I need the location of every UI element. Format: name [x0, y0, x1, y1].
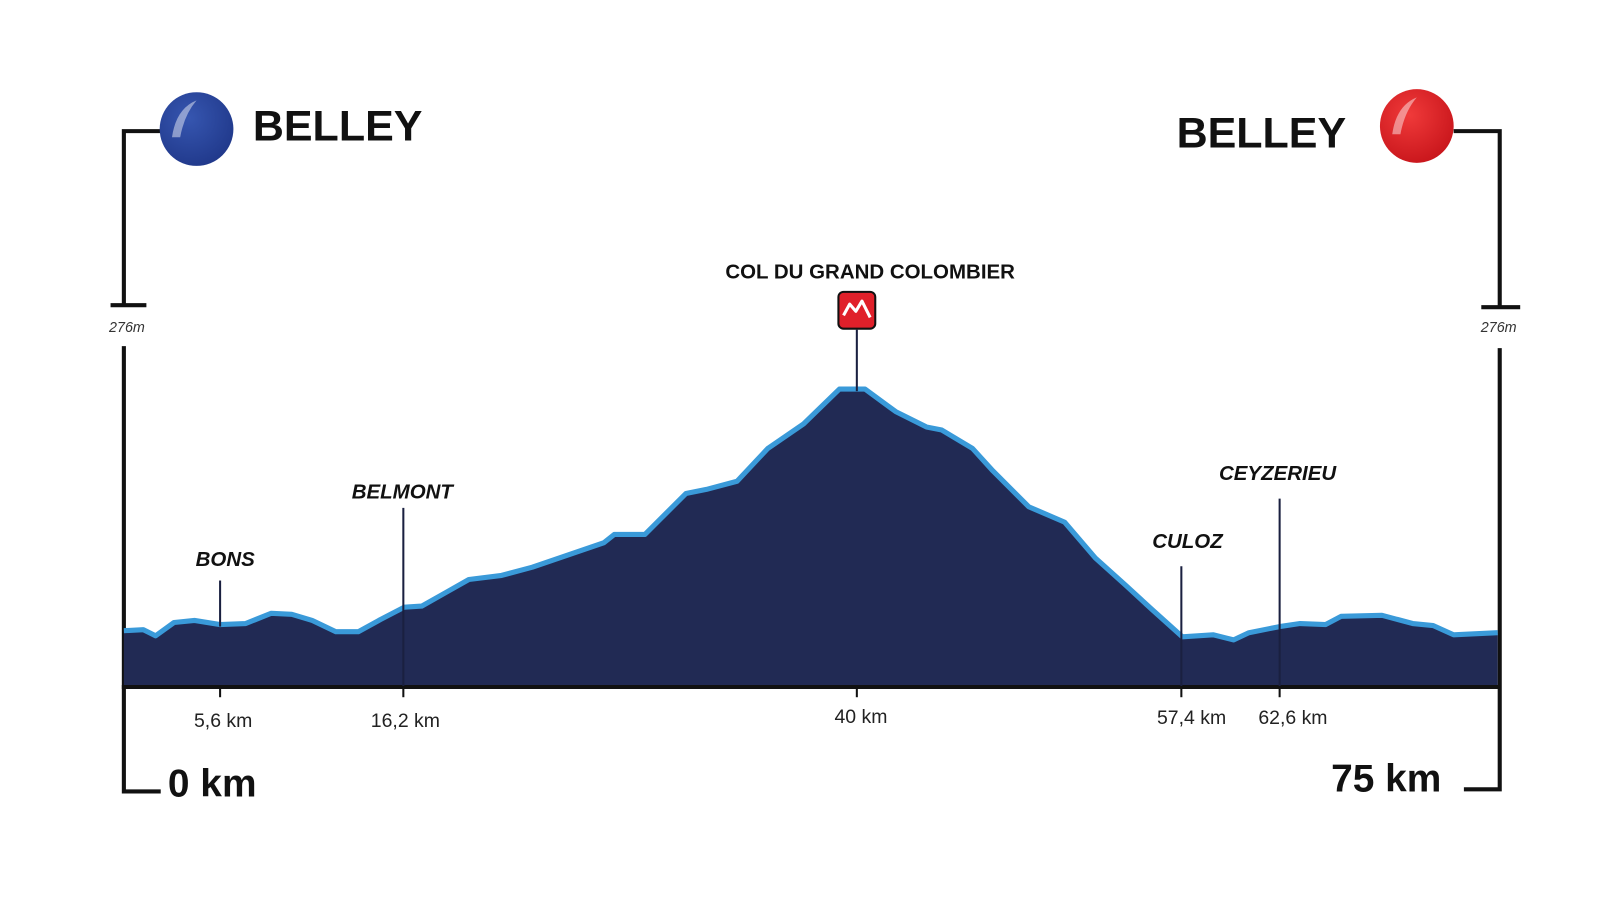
- start-marker: [159, 92, 234, 166]
- start-altitude: 276m: [108, 320, 145, 336]
- waypoint-name: CULOZ: [1152, 530, 1224, 553]
- distance-ticks: [219, 686, 1281, 698]
- finish-altitude: 276m: [1480, 320, 1517, 336]
- waypoint-name: BONS: [196, 548, 255, 571]
- start-marker-shine: [171, 100, 197, 138]
- profile-line: [123, 386, 1498, 643]
- waypoint-distance: 5,6 km: [194, 710, 252, 732]
- finish-name: BELLEY: [1177, 109, 1347, 157]
- waypoint-distance: 16,2 km: [371, 710, 440, 732]
- waypoint-distance: 62,6 km: [1258, 707, 1327, 729]
- mountain-icon-glyph: [842, 299, 872, 319]
- summit-distance: 40 km: [834, 706, 887, 728]
- summit-name: COL DU GRAND COLOMBIER: [725, 261, 1015, 284]
- finish-bracket: [1453, 129, 1521, 792]
- start-name: BELLEY: [253, 102, 423, 150]
- waypoint-name: BELMONT: [352, 481, 455, 504]
- finish-marker: [1379, 89, 1454, 163]
- start-bracket: [110, 129, 161, 794]
- profile-area: [123, 389, 1498, 686]
- waypoint-name: CEYZERIEU: [1219, 462, 1337, 485]
- waypoint-distance: 57,4 km: [1157, 707, 1226, 729]
- finish-distance: 75 km: [1331, 757, 1441, 800]
- finish-marker-shine: [1392, 97, 1417, 135]
- start-distance: 0 km: [168, 763, 257, 806]
